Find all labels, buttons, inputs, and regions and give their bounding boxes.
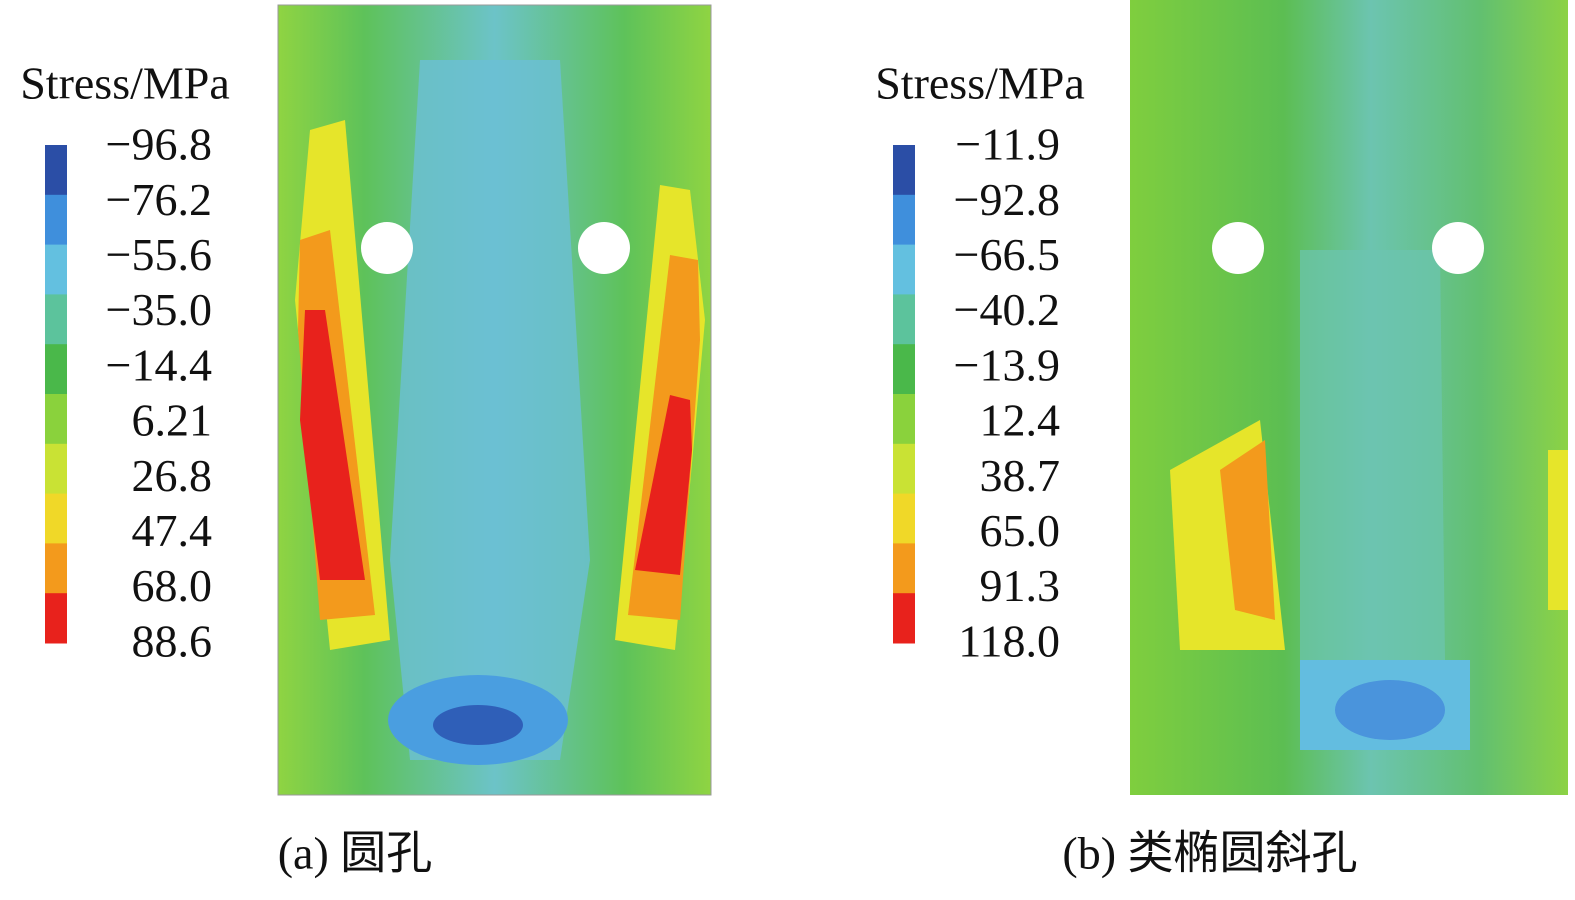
legend-label: 38.7	[980, 450, 1061, 501]
legend-label: −92.8	[954, 174, 1060, 225]
legend-swatch	[893, 294, 915, 345]
legend-label: 68.0	[132, 560, 213, 611]
legend-label: −40.2	[954, 284, 1060, 335]
legend-swatch	[893, 145, 915, 196]
legend-swatch	[45, 493, 67, 544]
legend-swatch	[45, 443, 67, 495]
legend-label: −35.0	[106, 284, 212, 335]
legend-swatch	[45, 344, 67, 395]
legend-swatch	[45, 543, 67, 594]
legend-title: Stress/MPa	[875, 58, 1085, 109]
legend-label: 47.4	[132, 505, 213, 556]
legend-swatch	[45, 145, 67, 196]
legend-label: 65.0	[980, 505, 1061, 556]
legend-label: −76.2	[106, 174, 212, 225]
legend-swatch	[45, 244, 67, 295]
legend-swatch	[893, 443, 915, 495]
legend-label: −11.9	[955, 119, 1060, 170]
legend-label: −13.9	[954, 339, 1060, 390]
legend-label: 26.8	[132, 450, 213, 501]
legend-label: −55.6	[106, 229, 212, 280]
legend-swatch	[893, 394, 915, 445]
legend-swatch	[45, 294, 67, 345]
contour-plot-b	[1130, 0, 1568, 795]
caption: (b) 类椭圆斜孔	[1062, 828, 1357, 879]
legend-swatch	[45, 394, 67, 445]
legend-swatch	[893, 194, 915, 246]
legend-label: 6.21	[132, 395, 213, 446]
legend-swatch	[893, 543, 915, 594]
caption: (a) 圆孔	[278, 828, 433, 879]
contour-plot-a	[277, 4, 712, 796]
legend-label: −96.8	[106, 119, 212, 170]
legend-swatch	[893, 493, 915, 544]
legend-swatch	[45, 194, 67, 246]
legend-label: 12.4	[980, 395, 1061, 446]
legend-label: −66.5	[954, 229, 1060, 280]
legend-swatch	[893, 344, 915, 395]
legend-label: 91.3	[980, 560, 1061, 611]
legend-label: 88.6	[132, 615, 213, 666]
legend-swatch	[45, 593, 67, 644]
legend-swatch	[893, 244, 915, 295]
legend-swatch	[893, 593, 915, 644]
legend-label: −14.4	[106, 339, 212, 390]
legend-label: 118.0	[958, 615, 1060, 666]
legend-title: Stress/MPa	[20, 58, 230, 109]
